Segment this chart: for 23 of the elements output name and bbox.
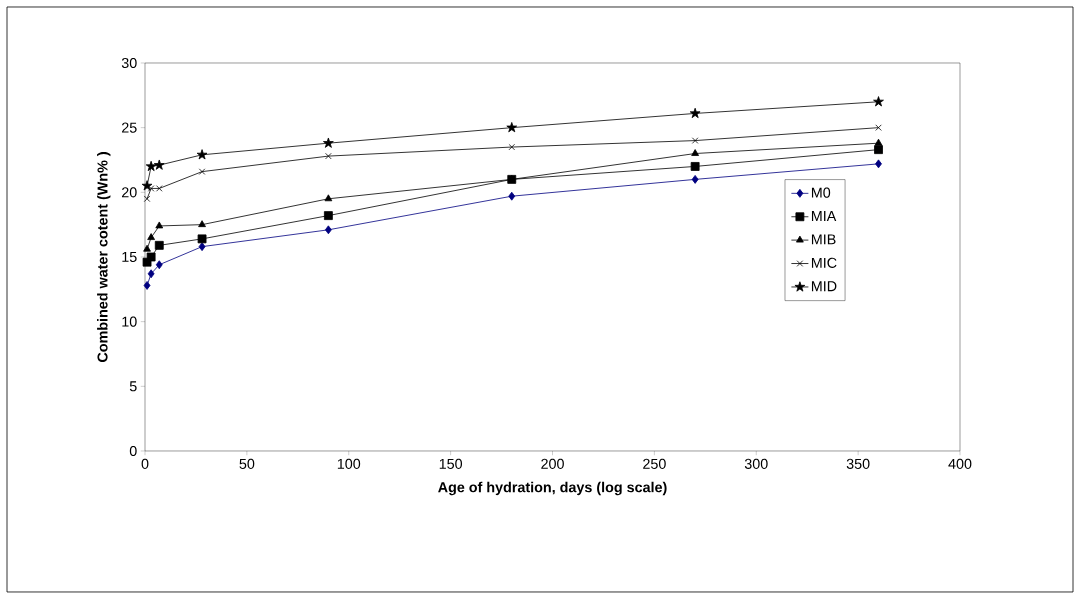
x-tick-label: 150: [439, 458, 463, 469]
legend-label: MID: [811, 281, 837, 292]
y-tick-label: 5: [129, 381, 137, 392]
x-tick-label: 50: [239, 458, 255, 469]
legend-label: MIB: [811, 234, 836, 245]
legend-label: MIA: [811, 211, 837, 221]
y-tick-label: 20: [122, 187, 137, 198]
x-tick-label: 300: [744, 458, 768, 469]
y-tick-label: 10: [122, 316, 137, 327]
legend-label: M0: [811, 187, 831, 198]
x-axis-title: Age of hydration, days (log scale): [438, 481, 667, 496]
y-tick-label: 0: [129, 445, 137, 457]
x-tick-label: 250: [643, 458, 666, 469]
x-tick-label: 100: [337, 458, 361, 469]
legend-label: MIC: [811, 257, 837, 268]
y-tick-label: 15: [122, 251, 137, 262]
y-tick-label: 25: [122, 122, 137, 133]
x-tick-label: 400: [948, 458, 972, 469]
x-tick-label: 200: [541, 458, 564, 469]
x-tick-label: 0: [141, 458, 149, 469]
x-tick-label: 350: [846, 458, 870, 469]
y-axis-title: Combined water cotent (Wn% ): [97, 152, 111, 362]
y-tick-label: 30: [121, 57, 137, 69]
